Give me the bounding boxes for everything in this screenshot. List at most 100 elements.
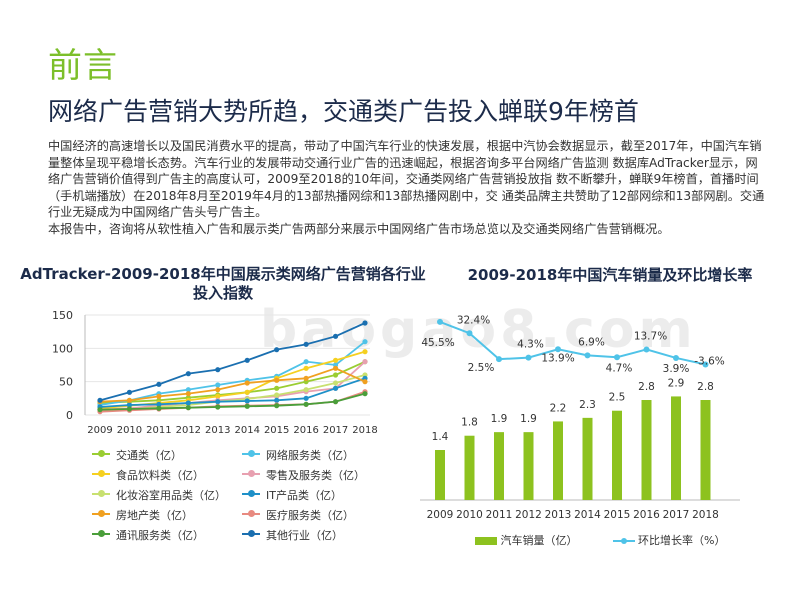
data-point — [303, 387, 309, 393]
legend-label: 通讯服务类（亿） — [116, 529, 204, 542]
growth-label: 6.9% — [578, 336, 605, 348]
x-tick-label: 2009 — [427, 509, 454, 521]
bar — [641, 400, 652, 500]
data-point — [274, 403, 280, 409]
legend-marker — [248, 450, 255, 457]
x-tick-label: 2013 — [205, 425, 230, 436]
data-point — [332, 399, 339, 405]
growth-point — [643, 346, 650, 353]
legend-label: 医疗服务类（亿） — [266, 509, 354, 522]
data-point — [215, 404, 221, 410]
growth-label: 32.4% — [457, 314, 490, 326]
data-point — [185, 400, 191, 406]
bar — [523, 432, 534, 500]
x-tick-label: 2013 — [545, 509, 572, 521]
bar-value-label: 1.8 — [461, 417, 478, 429]
growth-point — [584, 352, 591, 359]
bar-value-label: 2.5 — [609, 392, 626, 404]
data-point — [332, 385, 339, 391]
data-point — [362, 391, 368, 397]
x-tick-label: 2015 — [604, 509, 631, 521]
intro-text: 中国经济的高速增长以及国民消费水平的提高，带动了中国汽车行业的快速发展，根据中汽… — [48, 138, 768, 238]
legend-line-label: 环比增长率（%） — [638, 534, 726, 547]
data-point — [362, 359, 368, 365]
data-point — [156, 405, 162, 411]
data-point — [244, 403, 250, 409]
legend-label: 食品饮料类（亿） — [116, 469, 204, 482]
growth-label: 4.3% — [517, 339, 544, 351]
y-tick-label: 100 — [52, 342, 73, 355]
growth-point — [525, 354, 532, 361]
data-point — [362, 379, 368, 385]
legend-marker — [248, 530, 255, 537]
data-point — [274, 377, 280, 383]
bar-value-label: 2.8 — [697, 381, 714, 393]
bar-value-label: 2.2 — [550, 402, 567, 414]
x-tick-label: 2016 — [633, 509, 660, 521]
data-point — [126, 397, 133, 403]
x-tick-label: 2010 — [456, 509, 483, 521]
legend-marker — [98, 530, 105, 537]
bar — [612, 410, 622, 500]
legend-bar-label: 汽车销量（亿） — [500, 534, 578, 547]
growth-label: 4.7% — [606, 362, 633, 374]
x-tick-label: 2012 — [515, 509, 542, 521]
data-point — [215, 367, 221, 373]
data-point — [185, 391, 191, 397]
x-tick-label: 2009 — [87, 425, 112, 436]
growth-point — [437, 318, 443, 325]
x-tick-label: 2015 — [264, 425, 289, 436]
legend-label: 交通类（亿） — [116, 449, 182, 462]
series-line — [99, 392, 366, 411]
bar — [464, 435, 475, 500]
series-line — [99, 340, 366, 406]
legend-label: 房地产类（亿） — [116, 509, 193, 522]
x-tick-label: 2018 — [352, 425, 377, 436]
y-tick-label: 150 — [52, 309, 73, 322]
data-point — [362, 349, 368, 355]
growth-line — [439, 320, 706, 366]
data-point — [303, 359, 309, 365]
data-point — [303, 395, 309, 401]
legend-marker — [98, 470, 105, 477]
data-point — [332, 365, 339, 371]
growth-point — [614, 354, 620, 361]
x-tick-label: 2018 — [692, 509, 719, 521]
series-line — [99, 367, 366, 403]
data-point — [126, 389, 133, 395]
data-point — [215, 393, 221, 399]
page-headline: 网络广告营销大势所趋，交通类广告投入蝉联9年榜首 — [48, 97, 639, 126]
growth-label: 13.7% — [634, 330, 667, 342]
legend-label: 其他行业（亿） — [266, 529, 343, 542]
legend-marker — [98, 490, 105, 497]
car-sales-bar-line-chart: 1.4 2009 1.8 2010 1.9 2011 1.9 2012 2.2 2013 2.3 20… — [420, 314, 740, 521]
data-point — [332, 380, 339, 386]
data-point — [185, 405, 191, 411]
bar-value-label: 1.4 — [432, 431, 449, 443]
bar — [553, 421, 563, 500]
x-tick-label: 2010 — [117, 425, 142, 436]
legend-line-swatch — [612, 538, 635, 544]
x-tick-label: 2012 — [176, 425, 201, 436]
data-point — [244, 357, 250, 363]
series-line — [99, 377, 366, 408]
growth-label: 13.9% — [541, 352, 574, 364]
watermark: baogao8.com — [260, 300, 697, 360]
bar — [700, 400, 711, 500]
intro-paragraph-2: 本报告中，咨询将从软性植入广告和展示类广告两部分来展示中国网络广告市场总览以及交… — [48, 221, 670, 236]
data-point — [126, 406, 133, 412]
bar-value-label: 2.3 — [579, 399, 596, 411]
bar — [494, 432, 504, 500]
data-point — [332, 357, 339, 363]
data-point — [303, 375, 309, 381]
data-point — [126, 402, 133, 408]
intro-paragraph-1: 中国经济的高速增长以及国民消费水平的提高，带动了中国汽车行业的快速发展，根据中汽… — [48, 139, 765, 220]
legend-marker — [98, 450, 105, 457]
growth-point — [673, 354, 679, 361]
y-tick-label: 50 — [59, 376, 73, 389]
growth-label: 2.5% — [468, 362, 495, 374]
growth-label: -3.6% — [694, 355, 724, 367]
growth-label: 45.5% — [421, 337, 454, 349]
left-chart-title: AdTracker-2009-2018年中国展示类网络广告营销各行业投入指数 — [20, 265, 426, 302]
legend-label: 化妆浴室用品类（亿） — [116, 489, 226, 502]
